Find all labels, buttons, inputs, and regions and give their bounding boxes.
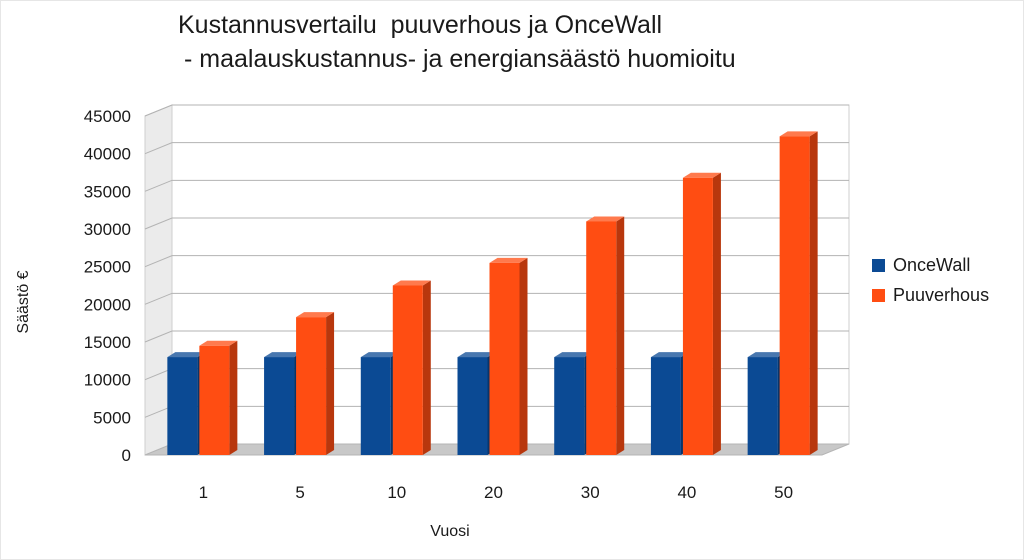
bar-top xyxy=(554,352,593,358)
y-axis-label: Säästö € xyxy=(15,270,32,333)
bar-side xyxy=(422,280,431,455)
y-tick-label: 40000 xyxy=(84,145,131,164)
legend-item-puuverhous: Puuverhous xyxy=(872,280,989,310)
bar-puuverhous-1 xyxy=(199,340,238,455)
bar-front xyxy=(747,357,778,455)
bar-top xyxy=(682,172,721,178)
bar-top xyxy=(650,352,689,358)
legend-label-oncewall: OnceWall xyxy=(893,254,971,275)
bar-top xyxy=(360,352,399,358)
gridline xyxy=(144,179,849,192)
chart-subtitle: - maalauskustannus- ja energiansäästö hu… xyxy=(184,45,736,73)
bar-puuverhous-10 xyxy=(392,280,431,455)
y-tick-label: 20000 xyxy=(84,295,131,314)
bar-side xyxy=(519,257,528,455)
y-tick-label: 15000 xyxy=(84,333,131,352)
x-tick-labels: 1 5 10 20 30 40 50 xyxy=(199,483,793,502)
gridline xyxy=(144,142,849,155)
bar-front xyxy=(167,357,198,455)
legend-swatch-puuverhous xyxy=(872,288,885,302)
bars xyxy=(167,131,818,456)
x-tick-label: 50 xyxy=(774,483,793,502)
bar-front xyxy=(650,357,681,455)
y-tick-label: 10000 xyxy=(84,371,131,390)
gridline xyxy=(144,104,849,117)
x-tick-label: 40 xyxy=(677,483,696,502)
bar-front xyxy=(489,262,520,455)
bar-side xyxy=(326,312,335,455)
bar-side xyxy=(616,216,625,455)
bar-top xyxy=(392,280,431,286)
bar-puuverhous-50 xyxy=(779,131,818,455)
bar-front xyxy=(779,136,810,455)
bar-side xyxy=(809,131,818,455)
bar-top xyxy=(489,257,528,263)
y-tick-label: 25000 xyxy=(84,258,131,277)
chart-title-block: Kustannusvertailu puuverhous ja OnceWall… xyxy=(178,8,736,76)
bar-front xyxy=(264,357,295,455)
y-tick-label: 0 xyxy=(122,446,131,465)
bar-top xyxy=(457,352,496,358)
bar-puuverhous-20 xyxy=(489,257,528,455)
legend-swatch-oncewall xyxy=(872,258,885,272)
bar-puuverhous-40 xyxy=(682,172,721,456)
bar-puuverhous-30 xyxy=(586,216,625,455)
bar-front xyxy=(554,357,585,455)
bar-top xyxy=(264,352,303,358)
bar-top xyxy=(779,131,818,137)
x-tick-label: 20 xyxy=(484,483,503,502)
bar-top xyxy=(199,340,238,346)
bar-front xyxy=(457,357,488,455)
bar-oncewall-1 xyxy=(167,352,206,455)
y-tick-label: 5000 xyxy=(93,408,131,427)
x-tick-label: 10 xyxy=(387,483,406,502)
x-tick-label: 5 xyxy=(295,483,304,502)
chart-title: Kustannusvertailu puuverhous ja OnceWall xyxy=(178,11,663,39)
bar-front xyxy=(392,285,423,455)
bar-front xyxy=(586,221,617,455)
x-tick-label: 1 xyxy=(199,483,208,502)
bar-top xyxy=(167,352,206,358)
y-tick-label: 35000 xyxy=(84,182,131,201)
bar-top xyxy=(296,312,335,318)
legend-label-puuverhous: Puuverhous xyxy=(893,284,990,305)
y-tick-label: 30000 xyxy=(84,220,131,239)
bar-front xyxy=(360,357,391,455)
y-tick-label: 45000 xyxy=(84,107,131,126)
bar-front xyxy=(199,345,230,455)
bar-top xyxy=(747,352,786,358)
legend: OnceWall Puuverhous xyxy=(872,250,989,310)
bar-side xyxy=(229,340,238,455)
bar-puuverhous-5 xyxy=(296,312,335,455)
x-axis-label: Vuosi xyxy=(430,523,469,540)
bar-front xyxy=(682,177,713,456)
bar-side xyxy=(712,172,721,456)
x-tick-label: 30 xyxy=(581,483,600,502)
legend-item-oncewall: OnceWall xyxy=(872,250,989,280)
bar-front xyxy=(296,317,327,455)
y-tick-labels: 0 5000 10000 15000 20000 25000 30000 35000 40000… xyxy=(84,107,131,465)
bar-top xyxy=(586,216,625,222)
